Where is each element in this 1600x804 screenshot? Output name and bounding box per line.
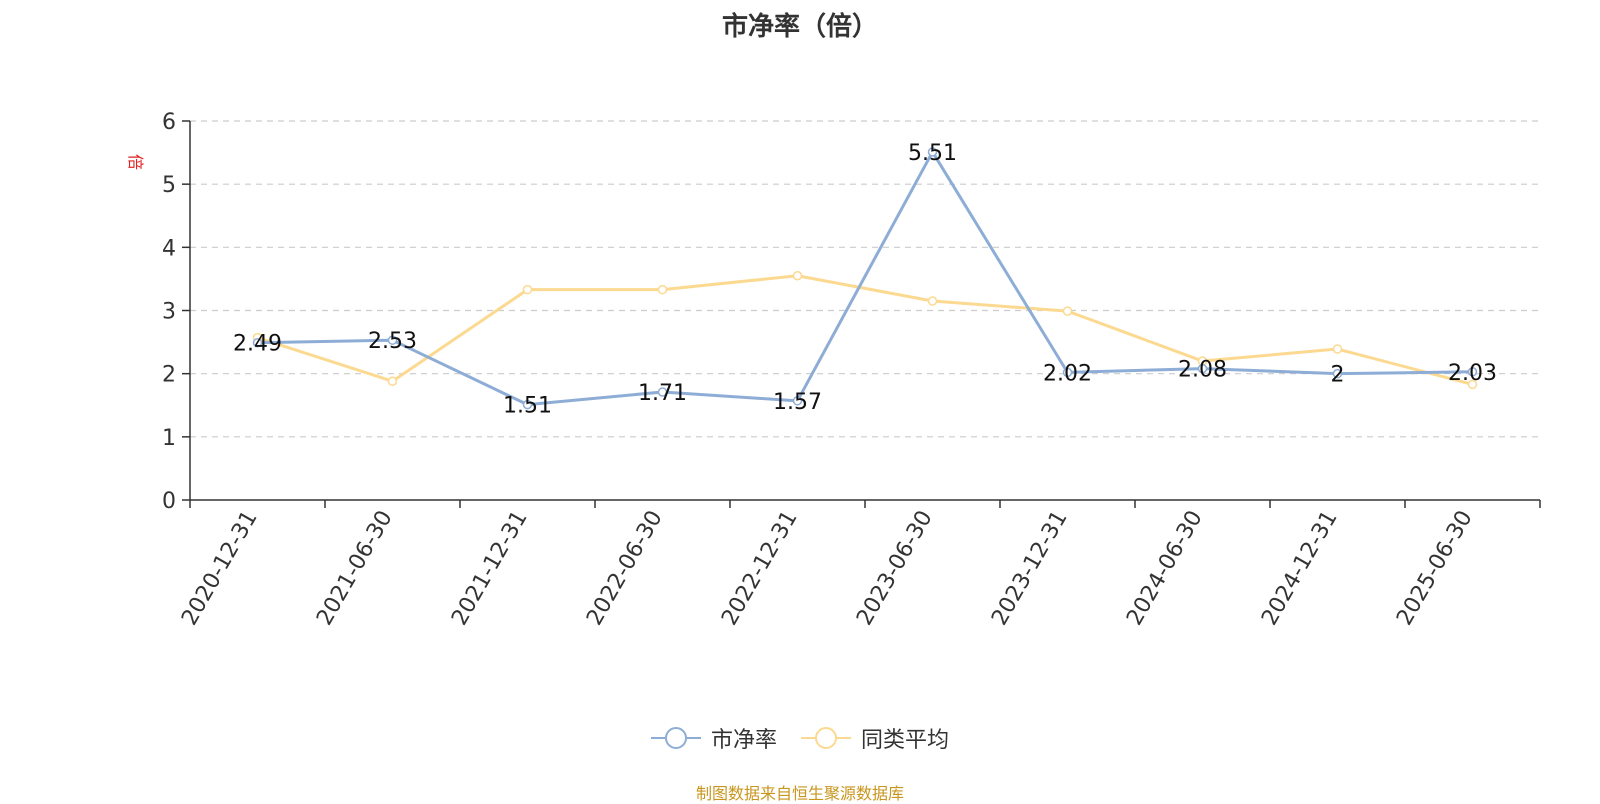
legend: 市净率 同类平均 xyxy=(0,722,1600,754)
y-tick-label: 5 xyxy=(162,173,176,198)
x-tick-label: 2024-06-30 xyxy=(1122,507,1208,630)
y-tick-labels: 0 1 2 3 4 5 6 xyxy=(162,110,176,514)
data-labels: 2.49 2.53 1.51 1.71 1.57 5.51 2.02 2.08 2 2.03 xyxy=(233,141,1497,419)
data-point xyxy=(1062,367,1073,378)
data-label: 2 xyxy=(1331,363,1345,388)
axes xyxy=(182,120,1541,508)
data-point xyxy=(1062,306,1073,316)
data-point xyxy=(927,296,938,306)
legend-line-marker xyxy=(801,727,851,749)
y-tick-label: 3 xyxy=(162,300,176,325)
x-tick-label: 2021-12-31 xyxy=(447,507,533,630)
data-point xyxy=(657,284,668,295)
data-label: 1.51 xyxy=(503,394,552,419)
data-point xyxy=(1332,368,1343,379)
y-tick-label: 0 xyxy=(162,489,176,514)
data-label: 1.57 xyxy=(773,390,822,415)
legend-line-marker xyxy=(650,727,701,749)
x-tick-label: 2020-12-31 xyxy=(177,507,263,630)
legend-item-peer-avg[interactable]: 同类平均 xyxy=(801,722,949,754)
x-tick-labels: 2020-12-31 2021-06-30 2021-12-31 2022-06-30… xyxy=(177,507,1478,630)
chart-title: 市净率（倍） xyxy=(721,12,878,42)
data-label: 2.49 xyxy=(233,332,282,357)
y-axis-label: 倍 xyxy=(126,154,145,170)
x-tick-label: 2024-12-31 xyxy=(1257,507,1343,630)
data-point xyxy=(522,284,533,295)
y-tick-label: 2 xyxy=(162,363,176,388)
data-point xyxy=(387,376,398,386)
data-label: 2.53 xyxy=(368,329,417,354)
data-label: 2.02 xyxy=(1043,361,1092,386)
data-point xyxy=(522,399,533,410)
data-point xyxy=(927,147,938,157)
data-point xyxy=(1467,367,1478,377)
y-tick-label: 4 xyxy=(162,236,176,261)
x-tick-label: 2021-06-30 xyxy=(312,507,398,630)
grid-lines xyxy=(190,120,1540,438)
legend-item-pb[interactable]: 市净率 xyxy=(650,722,777,754)
data-label: 5.51 xyxy=(908,141,957,166)
data-point xyxy=(1332,344,1343,354)
data-point xyxy=(792,396,803,406)
x-tick-label: 2025-06-30 xyxy=(1392,507,1478,630)
data-point xyxy=(792,271,803,281)
legend-label-pb: 市净率 xyxy=(710,728,777,753)
data-label: 2.03 xyxy=(1448,361,1497,386)
legend-label-peer-avg: 同类平均 xyxy=(861,728,950,753)
data-source-note: 制图数据来自恒生聚源数据库 xyxy=(695,784,904,803)
data-point xyxy=(1197,363,1208,374)
x-tick-label: 2022-12-31 xyxy=(717,507,803,630)
data-point xyxy=(1467,379,1478,390)
data-point xyxy=(252,337,263,348)
x-tick-label: 2023-06-30 xyxy=(852,507,938,630)
y-tick-label: 1 xyxy=(162,426,176,451)
data-label: 2.08 xyxy=(1178,358,1227,383)
series-group xyxy=(252,147,1478,410)
x-tick-label: 2022-06-30 xyxy=(582,507,668,630)
x-tick-label: 2023-12-31 xyxy=(987,507,1073,630)
data-point xyxy=(387,335,398,345)
data-point xyxy=(657,387,668,397)
series-line xyxy=(257,274,1473,386)
series-line xyxy=(257,150,1473,407)
y-tick-label: 6 xyxy=(162,110,176,135)
data-label: 1.71 xyxy=(638,381,687,406)
